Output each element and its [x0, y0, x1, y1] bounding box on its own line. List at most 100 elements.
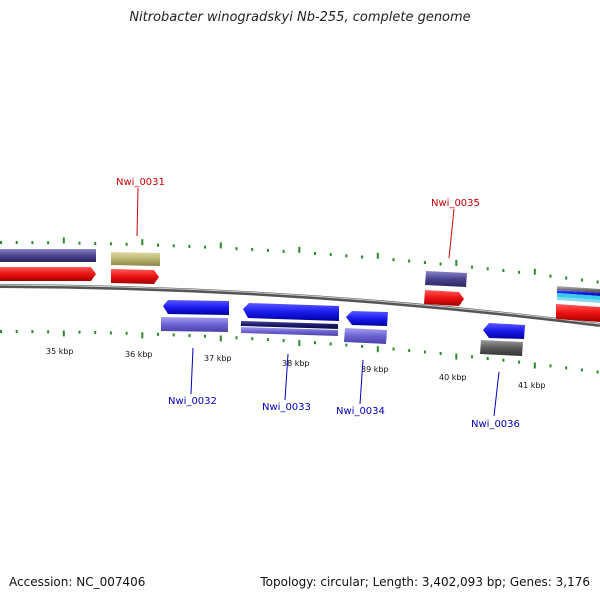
minor-tick [361, 255, 364, 259]
minor-tick [251, 337, 254, 341]
minor-tick [502, 358, 505, 362]
gene-feature [163, 300, 229, 315]
kbp-label: 39 kbp [361, 365, 389, 374]
minor-tick [204, 245, 207, 249]
leader-line [284, 353, 289, 401]
major-tick [219, 335, 222, 342]
minor-tick [15, 330, 18, 333]
outer-tick-row [0, 237, 599, 284]
major-tick [219, 242, 222, 249]
label-leaders [136, 187, 500, 417]
gene-feature [557, 293, 600, 300]
gene-label: Nwi_0034 [336, 406, 385, 417]
minor-tick [518, 360, 521, 364]
minor-tick [266, 338, 269, 342]
major-tick [141, 239, 144, 246]
kbp-label: 41 kbp [518, 381, 546, 390]
gene-feature [425, 271, 467, 287]
minor-tick [565, 276, 568, 280]
gene-label: Nwi_0031 [116, 177, 165, 188]
minor-tick [392, 347, 395, 351]
gene-feature [111, 269, 159, 284]
major-tick [533, 268, 536, 275]
major-tick [62, 237, 65, 244]
minor-tick [0, 330, 2, 333]
reverse-strand-genes [161, 300, 525, 356]
minor-tick [282, 249, 285, 253]
gene-feature [424, 290, 464, 306]
minor-tick [125, 242, 128, 246]
kbp-label: 37 kbp [204, 354, 232, 363]
minor-tick [31, 330, 34, 334]
minor-tick [188, 244, 191, 248]
major-tick [298, 340, 301, 347]
minor-tick [486, 267, 489, 271]
minor-tick [361, 344, 364, 348]
gene-feature [0, 267, 96, 281]
minor-tick [172, 244, 175, 248]
minor-tick [596, 370, 599, 374]
minor-tick [94, 331, 97, 334]
gene-feature [346, 311, 388, 326]
gene-label: Nwi_0035 [431, 198, 480, 209]
major-tick [376, 252, 379, 259]
minor-tick [47, 241, 50, 245]
minor-tick [549, 274, 552, 278]
gene-feature [241, 321, 338, 329]
leader-line [493, 371, 500, 417]
minor-tick [109, 331, 112, 335]
major-tick [376, 346, 379, 353]
minor-tick [47, 330, 50, 334]
minor-tick [78, 330, 81, 334]
minor-tick [565, 366, 568, 370]
minor-tick [423, 261, 426, 264]
minor-tick [518, 270, 521, 274]
kbp-label: 38 kbp [282, 359, 310, 368]
minor-tick [580, 278, 583, 282]
gene-feature [556, 304, 600, 322]
gene-feature [0, 249, 96, 262]
minor-tick [157, 332, 159, 336]
major-tick [455, 260, 458, 266]
gene-label: Nwi_0033 [262, 402, 311, 413]
minor-tick [596, 280, 599, 284]
gene-label: Nwi_0036 [471, 419, 520, 430]
minor-tick [345, 343, 348, 347]
minor-tick [392, 258, 395, 262]
minor-tick [439, 352, 442, 355]
minor-tick [109, 242, 112, 246]
gene-feature [344, 328, 387, 344]
major-tick [62, 330, 65, 337]
accession-text: Accession: NC_007406 [9, 575, 146, 589]
leader-line [448, 208, 455, 259]
minor-tick [314, 252, 316, 255]
minor-tick [78, 241, 81, 245]
minor-tick [329, 253, 332, 257]
major-tick [141, 332, 144, 339]
minor-tick [204, 334, 207, 338]
minor-tick [471, 265, 473, 269]
minor-tick [345, 254, 348, 258]
minor-tick [94, 242, 97, 245]
kbp-label: 40 kbp [439, 373, 467, 382]
leader-line [136, 187, 139, 237]
minor-tick [408, 349, 411, 352]
forward-strand-genes [0, 249, 600, 322]
map-title: Nitrobacter winogradskyi Nb-255, complet… [129, 10, 471, 25]
kbp-label: 35 kbp [46, 347, 74, 356]
major-tick [455, 353, 458, 360]
minor-tick [580, 368, 583, 372]
gene-feature [480, 340, 523, 356]
minor-tick [314, 341, 316, 345]
minor-tick [251, 248, 254, 251]
minor-tick [15, 241, 18, 244]
major-tick [533, 362, 536, 369]
gene-feature [111, 252, 160, 266]
minor-tick [439, 262, 442, 266]
gene-labels: Nwi_0031 Nwi_0035 Nwi_0032 Nwi_0033 Nwi_… [116, 177, 520, 430]
minor-tick [266, 248, 269, 252]
minor-tick [157, 243, 159, 247]
minor-tick [172, 333, 175, 337]
